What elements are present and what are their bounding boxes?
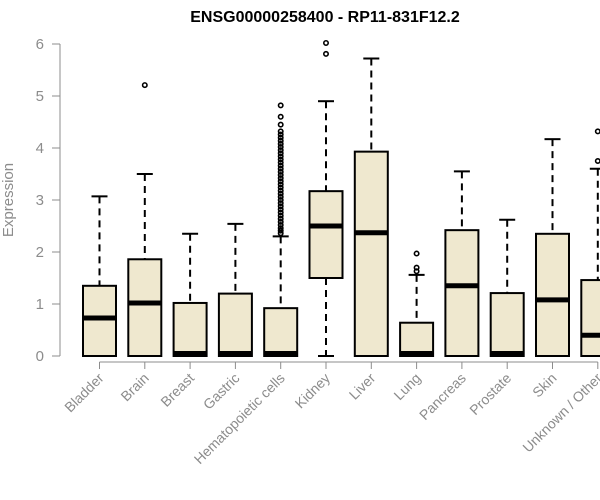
x-tick-label: Breast [157, 370, 197, 410]
x-tick-label: Pancreas [416, 370, 469, 423]
box-iqr [127, 258, 163, 357]
y-tick-label: 4 [36, 140, 44, 157]
outlier-point [277, 168, 284, 175]
x-tick-label: Unknown / Other [519, 370, 600, 456]
outlier-point [413, 250, 420, 257]
outlier-point [277, 203, 284, 210]
box-group [263, 102, 299, 358]
outlier-point [277, 134, 284, 141]
box-iqr [82, 284, 117, 357]
outlier-point [277, 102, 284, 109]
outlier-point [277, 197, 284, 204]
outlier-point [277, 215, 284, 222]
outlier-point [277, 147, 284, 154]
outlier-point [277, 113, 284, 120]
outlier-point [277, 150, 284, 157]
y-axis: 0 1 2 3 4 5 6 [36, 36, 60, 365]
y-tick-label: 1 [36, 296, 44, 313]
y-axis-label: Expression [0, 163, 17, 237]
x-tick-label: Prostate [466, 370, 514, 418]
outlier-point [277, 225, 284, 232]
box-group [399, 250, 435, 357]
box-group [82, 195, 117, 357]
outlier-point [277, 162, 284, 169]
outlier-point [277, 175, 284, 182]
x-tick-label: Liver [346, 370, 379, 403]
outlier-point [277, 143, 284, 150]
outlier-point [277, 209, 284, 216]
outlier-point [277, 128, 284, 135]
box-group [217, 222, 253, 358]
outlier-point [277, 140, 284, 147]
box-iqr [308, 190, 344, 279]
outlier-point [594, 128, 600, 135]
box-group [444, 170, 480, 357]
outlier-point [277, 218, 284, 225]
outlier-point [322, 50, 329, 57]
box-iqr [489, 292, 525, 357]
x-tick-label: Kidney [292, 370, 334, 412]
box-group [127, 82, 163, 357]
x-tick-label: Lung [390, 370, 423, 403]
y-tick-label: 5 [36, 88, 44, 105]
outlier-point [277, 200, 284, 207]
box-group [580, 128, 600, 357]
outlier-point [277, 165, 284, 172]
box-iqr [580, 279, 600, 357]
x-tick-label: Bladder [61, 370, 107, 416]
y-tick-label: 3 [36, 192, 44, 209]
box-group [353, 57, 389, 357]
box-iqr [217, 292, 253, 358]
outlier-point [277, 137, 284, 144]
outlier-point [277, 184, 284, 191]
box-iqr [263, 307, 299, 358]
box-group [308, 39, 344, 357]
outlier-point [277, 212, 284, 219]
outlier-point [277, 178, 284, 185]
box-group [172, 232, 208, 357]
outlier-point [277, 153, 284, 160]
box-group [535, 138, 570, 357]
outlier-point [413, 264, 420, 271]
box-iqr [535, 232, 570, 357]
box-group [489, 218, 525, 357]
outlier-point [277, 121, 284, 128]
box-iqr [399, 321, 435, 357]
outlier-point [277, 172, 284, 179]
outlier-point [277, 190, 284, 197]
outlier-point [594, 158, 600, 164]
outlier-point [277, 221, 284, 228]
outlier-point [277, 206, 284, 213]
box-iqr [172, 301, 208, 357]
box-iqr [444, 229, 480, 357]
outlier-point [277, 156, 284, 163]
chart-title: ENSG00000258400 - RP11-831F12.2 [190, 9, 460, 26]
y-tick-label: 2 [36, 244, 44, 261]
x-tick-label: Brain [117, 370, 151, 404]
outlier-point [322, 39, 329, 46]
outlier-point [277, 193, 284, 200]
x-tick-label: Skin [529, 370, 560, 401]
outlier-point [277, 181, 284, 188]
y-tick-label: 6 [36, 36, 44, 53]
x-tick-label: Gastric [200, 370, 243, 413]
outlier-point [277, 227, 284, 234]
outlier-point [277, 159, 284, 166]
y-tick-label: 0 [36, 348, 44, 365]
outlier-point [141, 82, 148, 89]
outlier-point [277, 187, 284, 194]
outlier-point [277, 131, 284, 138]
box-iqr [353, 150, 389, 357]
plot-area [82, 39, 600, 358]
